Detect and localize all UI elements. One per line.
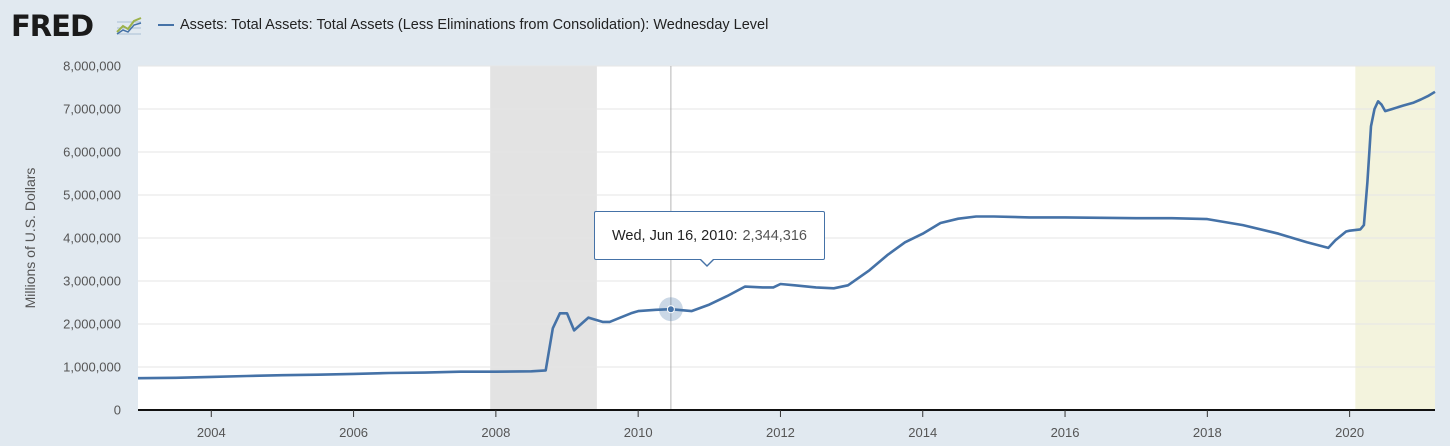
series-legend[interactable]: Assets: Total Assets: Total Assets (Less… xyxy=(158,17,768,33)
y-tick-label: 3,000,000 xyxy=(63,274,121,289)
x-tick-label: 2008 xyxy=(481,425,510,440)
x-axis: 2004 2006 2008 2010 2012 2014 2016 2018 2020 xyxy=(197,410,1364,440)
tooltip-arrow-inner xyxy=(700,258,714,265)
tooltip-value: 2,344,316 xyxy=(742,227,807,244)
y-tick-label: 7,000,000 xyxy=(63,102,121,117)
y-tick-label: 5,000,000 xyxy=(63,188,121,203)
y-tick-label: 4,000,000 xyxy=(63,231,121,246)
y-tick-label: 8,000,000 xyxy=(63,59,121,74)
y-axis-title: Millions of U.S. Dollars xyxy=(22,168,38,309)
x-tick-label: 2004 xyxy=(197,425,226,440)
x-tick-label: 2020 xyxy=(1335,425,1364,440)
tooltip-date: Wed, Jun 16, 2010: xyxy=(611,227,738,244)
series-line xyxy=(137,90,1436,380)
y-tick-label: 6,000,000 xyxy=(63,145,121,160)
tooltip: Wed, Jun 16, 2010: 2,344,316 xyxy=(594,211,825,260)
y-tick-label: 2,000,000 xyxy=(63,317,121,332)
highlight-point xyxy=(666,305,675,314)
y-axis: 0 1,000,000 2,000,000 3,000,000 4,000,000 5,0… xyxy=(63,59,1435,418)
x-tick-label: 2018 xyxy=(1193,425,1222,440)
y-tick-label: 1,000,000 xyxy=(63,360,121,375)
y-tick-label: 0 xyxy=(114,403,121,418)
legend-swatch xyxy=(158,24,174,26)
fred-chart-icon xyxy=(115,14,143,36)
x-tick-label: 2014 xyxy=(908,425,937,440)
legend-label: Assets: Total Assets: Total Assets (Less… xyxy=(180,17,769,33)
highlight-marker xyxy=(658,297,683,322)
x-tick-label: 2016 xyxy=(1051,425,1080,440)
x-tick-label: 2012 xyxy=(766,425,795,440)
x-tick-label: 2010 xyxy=(624,425,653,440)
x-tick-label: 2006 xyxy=(339,425,368,440)
chart-header: FRED Assets: Total Assets: Total Assets … xyxy=(0,0,1450,56)
fred-logo[interactable]: FRED xyxy=(11,9,94,43)
